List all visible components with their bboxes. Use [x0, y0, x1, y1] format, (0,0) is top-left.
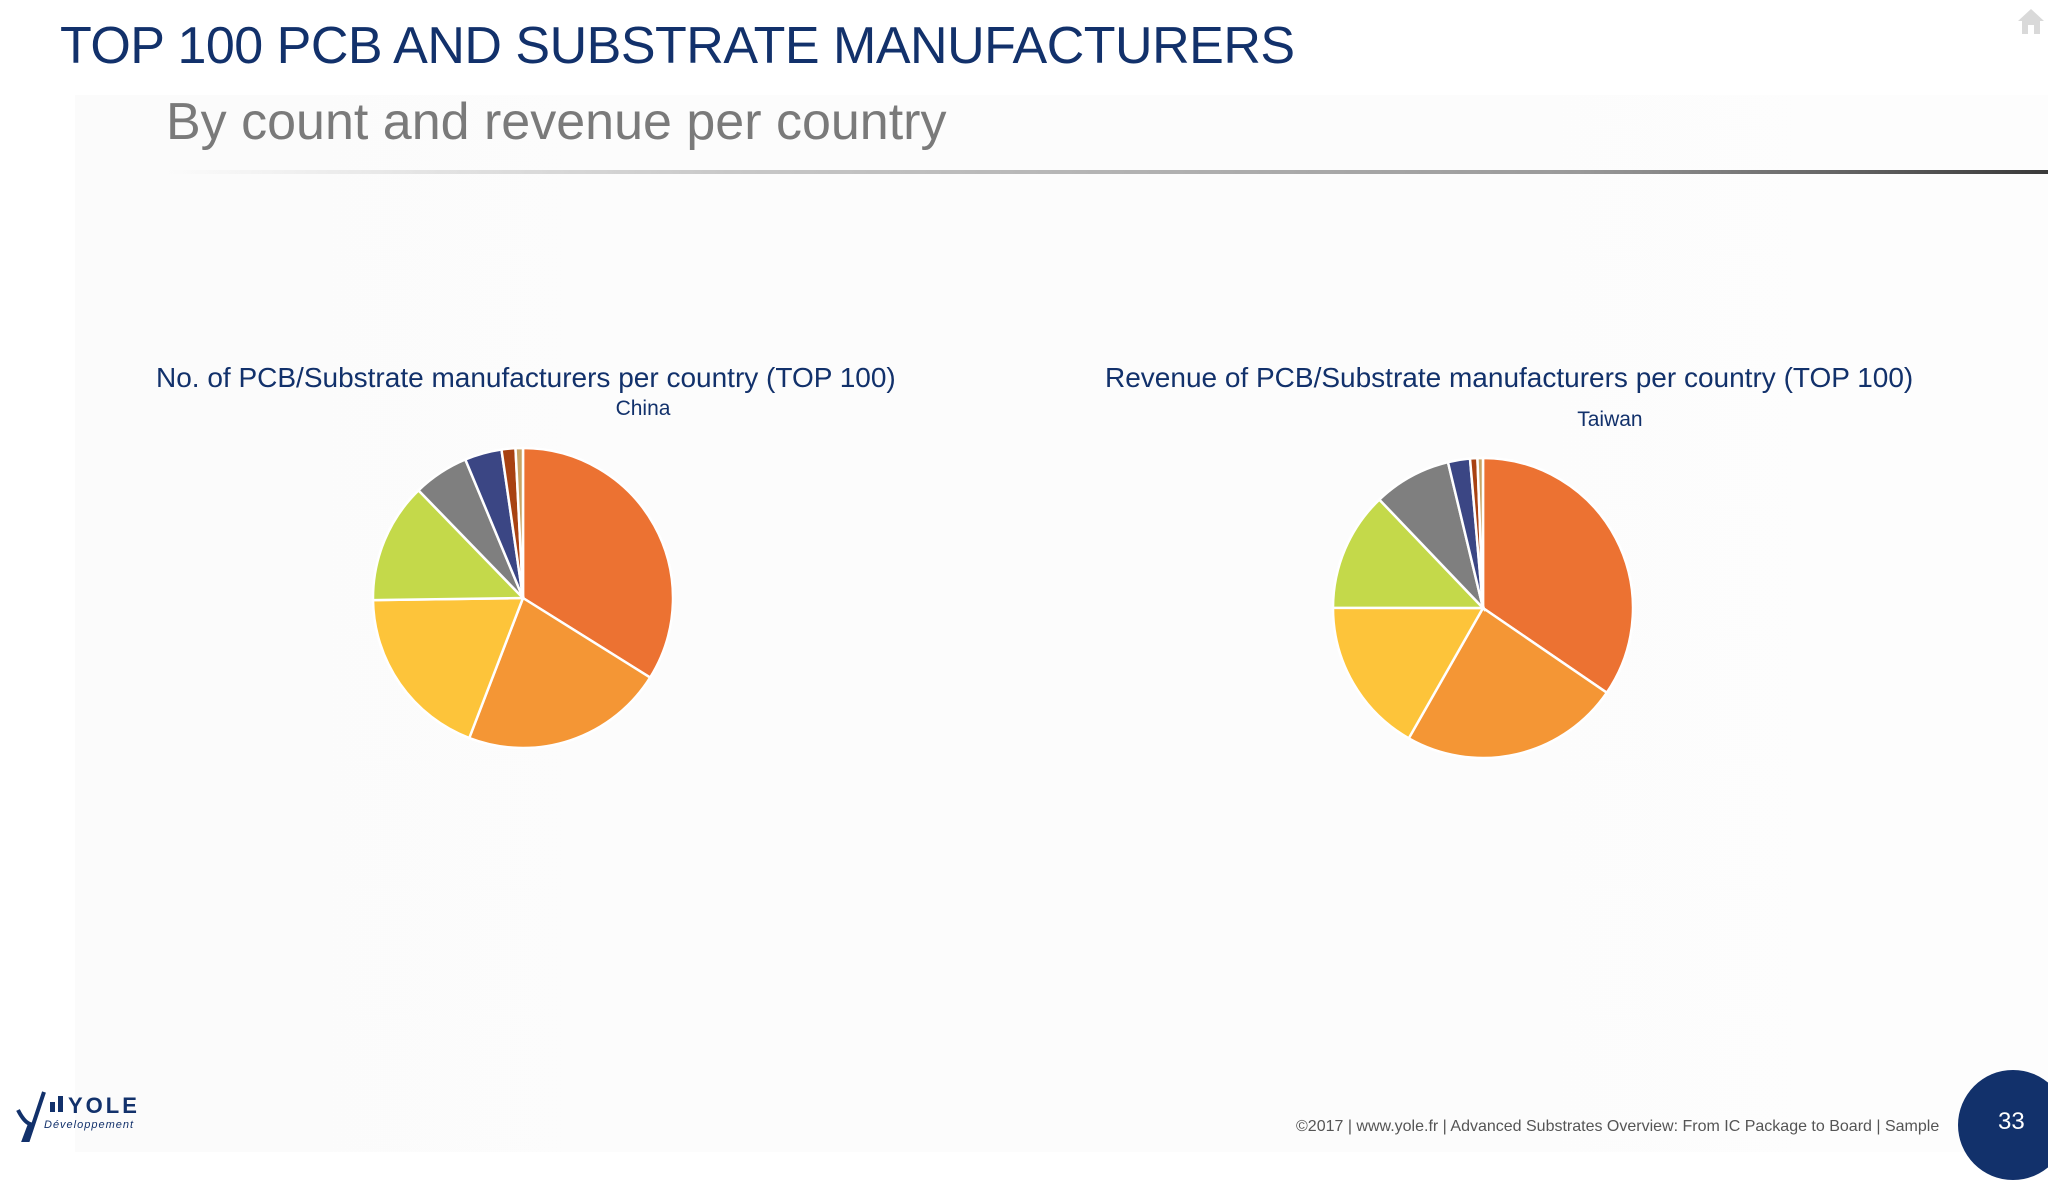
- page-subtitle: By count and revenue per country: [166, 93, 947, 151]
- page-number: 33: [1998, 1108, 2025, 1135]
- count-pie-slice-4: [371, 488, 526, 602]
- revenue-chart-title: Revenue of PCB/Substrate manufacturers p…: [1105, 362, 1914, 393]
- revenue-pie-slice-2: [1407, 606, 1609, 760]
- count-pie-slice-2: [467, 596, 652, 750]
- revenue-pie-callout-taiwan: Taiwan: [1577, 408, 1642, 431]
- revenue-pie-slice-8: [1476, 456, 1485, 609]
- title-divider: [166, 170, 2048, 174]
- home-icon[interactable]: [2014, 4, 2048, 38]
- yole-logo: YOLE Développement: [16, 1091, 140, 1142]
- revenue-pie-slice-3: [1331, 606, 1486, 741]
- svg-text:Développement: Développement: [44, 1119, 134, 1131]
- revenue-pie-slice-taiwan: [1481, 456, 1635, 695]
- svg-text:YOLE: YOLE: [68, 1093, 140, 1118]
- count-chart-title: No. of PCB/Substrate manufacturers per c…: [156, 362, 896, 393]
- count-pie-slice-3: [371, 596, 525, 740]
- count-pie-callout-china: China: [616, 397, 671, 420]
- page-title: TOP 100 PCB AND SUBSTRATE MANUFACTURERS: [60, 17, 1295, 75]
- footer-text: ©2017 | www.yole.fr | Advanced Substrate…: [1296, 1118, 1940, 1135]
- revenue-pie-chart: Taiwan: [1331, 408, 1643, 760]
- count-pie-chart: China: [371, 397, 675, 750]
- revenue-pie-slice-4: [1331, 497, 1486, 610]
- count-pie-slice-8: [514, 446, 525, 599]
